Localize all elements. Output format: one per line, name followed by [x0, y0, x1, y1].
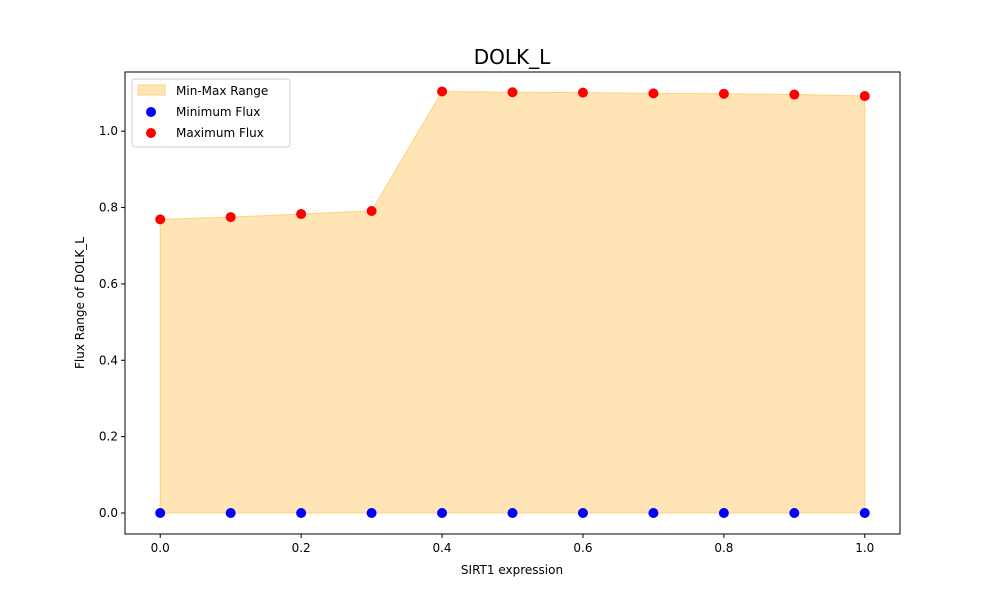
y-tick-label: 0.4	[99, 353, 118, 367]
legend-label-maximum-flux: Maximum Flux	[176, 126, 264, 140]
minimum-flux-point	[577, 508, 588, 518]
maximum-flux-point	[789, 89, 800, 100]
y-tick-label: 1.0	[99, 124, 118, 138]
maximum-flux-point	[366, 205, 377, 216]
y-tick-label: 0.2	[99, 430, 118, 444]
x-tick-label: 1.0	[855, 541, 874, 555]
x-axis: 0.0 0.2 0.4 0.6 0.8 1.0	[151, 534, 874, 555]
minimum-flux-point	[859, 508, 870, 518]
minimum-flux-point	[648, 508, 659, 518]
x-axis-label: SIRT1 expression	[461, 563, 563, 577]
legend: Min-Max Range Minimum Flux Maximum Flux	[131, 78, 291, 148]
plot-area	[155, 86, 870, 518]
y-tick-label: 0.6	[99, 277, 118, 291]
minimum-flux-point	[507, 508, 518, 518]
x-tick-label: 0.6	[573, 541, 592, 555]
x-tick-label: 0.4	[432, 541, 451, 555]
y-axis-label: Flux Range of DOLK_L	[73, 237, 87, 369]
legend-box	[131, 78, 291, 148]
chart-title: DOLK_L	[474, 45, 551, 69]
minimum-flux-point	[437, 508, 448, 518]
minimum-flux-point	[366, 508, 377, 518]
maximum-flux-point	[718, 88, 729, 99]
minimum-flux-point	[155, 508, 166, 518]
minimum-flux-point	[718, 508, 729, 518]
maximum-flux-point	[225, 212, 236, 223]
minimum-flux-point	[225, 508, 236, 518]
y-axis: 0.0 0.2 0.4 0.6 0.8 1.0	[99, 124, 125, 520]
axes-frame	[124, 71, 901, 535]
min-max-range-area	[159, 90, 866, 514]
minimum-flux-point	[296, 508, 307, 518]
maximum-flux-point	[155, 214, 166, 225]
y-tick-label: 0.0	[99, 506, 118, 520]
x-tick-label: 0.2	[292, 541, 311, 555]
y-tick-label: 0.8	[99, 201, 118, 215]
x-tick-label: 0.0	[151, 541, 170, 555]
legend-label-min-max-range: Min-Max Range	[176, 84, 268, 98]
legend-swatch-minimum-flux	[146, 107, 156, 117]
maximum-flux-point	[577, 87, 588, 98]
legend-swatch-maximum-flux	[146, 128, 156, 138]
maximum-flux-point	[648, 88, 659, 99]
maximum-flux-point	[859, 91, 870, 102]
maximum-flux-point	[507, 87, 518, 98]
legend-label-minimum-flux: Minimum Flux	[176, 105, 260, 119]
minimum-flux-point	[789, 508, 800, 518]
maximum-flux-point	[437, 86, 448, 97]
legend-swatch-min-max-range	[137, 84, 166, 96]
x-tick-label: 0.8	[714, 541, 733, 555]
maximum-flux-point	[296, 209, 307, 220]
